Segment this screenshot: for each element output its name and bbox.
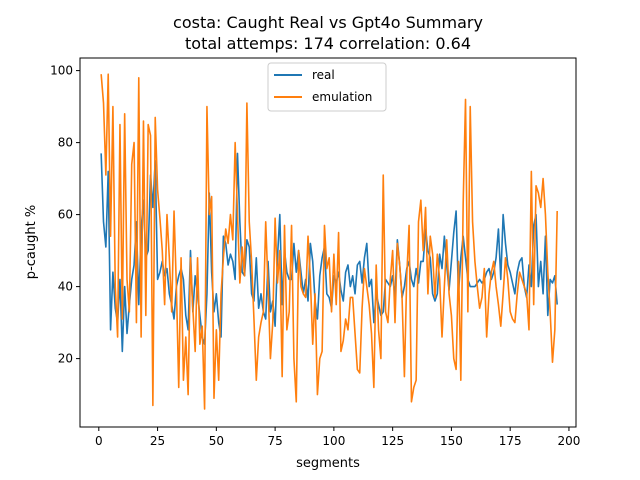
y-tick-label: 80 xyxy=(58,136,73,150)
y-tick-label: 60 xyxy=(58,208,73,222)
x-axis-ticks: 0 25 50 75 100 125 150 175 200 xyxy=(95,427,580,448)
chart-title: costa: Caught Real vs Gpt4o Summary xyxy=(173,13,483,32)
x-tick-label: 175 xyxy=(499,434,522,448)
y-tick-label: 40 xyxy=(58,280,73,294)
x-tick-label: 200 xyxy=(557,434,580,448)
y-axis-ticks: 20 40 60 80 100 xyxy=(50,64,80,366)
x-tick-label: 75 xyxy=(267,434,282,448)
x-tick-label: 150 xyxy=(440,434,463,448)
legend-real-label: real xyxy=(312,68,335,82)
y-tick-label: 20 xyxy=(58,352,73,366)
x-tick-label: 100 xyxy=(322,434,345,448)
axes-frame xyxy=(79,57,577,428)
series-layer xyxy=(100,73,558,410)
x-tick-label: 0 xyxy=(95,434,103,448)
y-axis-label: p-caught % xyxy=(24,205,39,279)
series-line-emulation xyxy=(100,73,558,410)
x-tick-label: 125 xyxy=(381,434,404,448)
x-tick-label: 25 xyxy=(150,434,165,448)
legend-emulation-label: emulation xyxy=(312,90,372,104)
chart-subtitle: total attemps: 174 correlation: 0.64 xyxy=(185,34,471,53)
series-line-real xyxy=(100,152,558,353)
x-axis-label: segments xyxy=(296,456,360,471)
plot-area: 0 25 50 75 100 125 150 175 200 20 40 60 80 100 xyxy=(50,57,580,448)
legend: real emulation xyxy=(267,62,387,112)
y-tick-label: 100 xyxy=(50,64,73,78)
x-tick-label: 50 xyxy=(209,434,224,448)
